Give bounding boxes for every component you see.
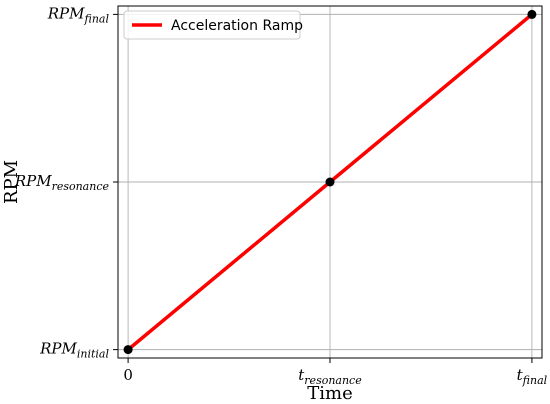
data-point	[123, 345, 133, 355]
y-tick-label-subscript: final	[84, 12, 110, 25]
x-tick-label: tresonance	[298, 366, 362, 387]
y-tick-label-subscript: resonance	[52, 180, 110, 193]
x-axis-title: Time	[307, 383, 352, 404]
x-tick-label-subscript: resonance	[304, 374, 362, 387]
y-tick-label-base: RPM	[39, 340, 77, 358]
x-tick-label-base: t	[298, 366, 305, 384]
series-layer	[123, 9, 537, 355]
x-tick-label-base: 0	[123, 366, 133, 384]
y-tick-label: RPMinitial	[39, 340, 109, 361]
y-tick-label-subscript: initial	[77, 348, 110, 361]
x-tick-label-subscript: final	[522, 374, 548, 387]
legend-box	[123, 10, 301, 40]
y-tick-label-base: RPM	[47, 4, 85, 22]
y-axis-title: RPM	[1, 160, 22, 204]
x-tick-label: tfinal	[517, 366, 548, 387]
y-tick-label: RPMfinal	[47, 4, 110, 25]
legend-label: Acceleration Ramp	[171, 18, 303, 34]
data-point	[527, 9, 537, 19]
data-point	[325, 177, 335, 187]
x-tick-label-base: t	[517, 366, 524, 384]
y-tick-label-base: RPM	[14, 172, 52, 190]
tick-layer: 0 tresonance tfinalRPMinitialRPMresonanceR…	[14, 4, 548, 387]
x-tick-label: 0	[123, 366, 133, 384]
legend: Acceleration Ramp	[123, 10, 303, 40]
y-tick-label: RPMresonance	[14, 172, 110, 193]
